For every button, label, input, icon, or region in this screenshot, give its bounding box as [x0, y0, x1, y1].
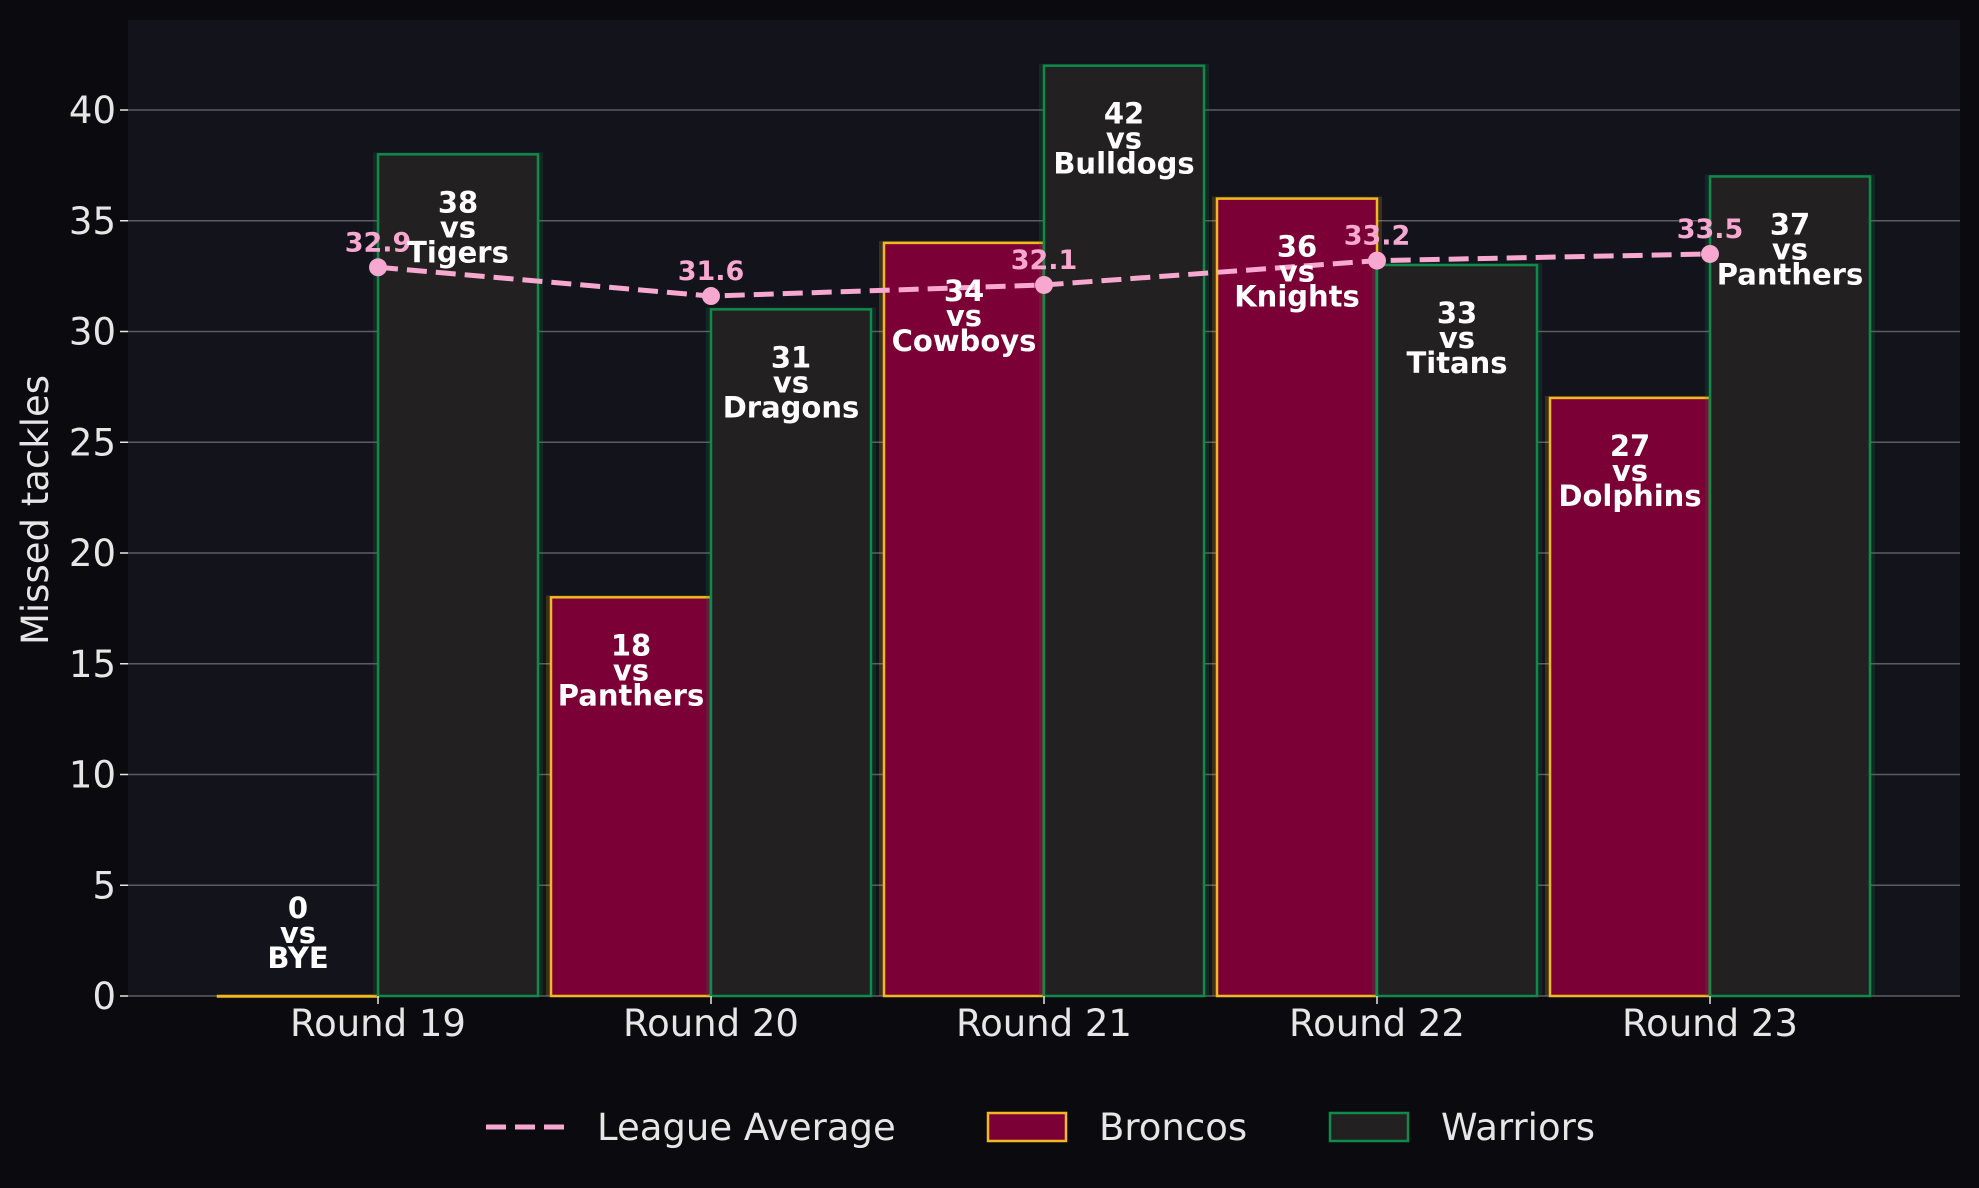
- y-axis-label: Missed tackles: [14, 375, 57, 645]
- legend-label: Broncos: [1099, 1106, 1247, 1149]
- legend: League Average Broncos Warriors: [486, 1106, 1595, 1149]
- y-tick-label: 25: [69, 421, 116, 464]
- x-tick-label: Round 21: [956, 1002, 1132, 1045]
- y-tick-label: 20: [69, 532, 116, 575]
- legend-swatch-broncos: [986, 1111, 1068, 1143]
- bar-label: 34 vs Cowboys: [892, 274, 1037, 358]
- league-average-point: [1701, 244, 1719, 263]
- y-tick-label: 40: [69, 89, 116, 132]
- y-tick-label: 10: [69, 754, 116, 797]
- bar-labels: 0 vs BYE 18 vs Panthers 34 vs Cowboys 36 vs Knights…: [267, 97, 1863, 975]
- x-tick-label: Round 20: [623, 1002, 799, 1045]
- bar-warriors-round-20: [709, 308, 873, 998]
- bar-label: 0 vs BYE: [267, 891, 328, 975]
- bar-label: 42 vs Bulldogs: [1053, 97, 1194, 181]
- league-average-value: 33.2: [1344, 221, 1411, 252]
- bar-broncos-round-23: [1548, 396, 1712, 998]
- bar-warriors-round-21: [1042, 64, 1206, 998]
- league-average-point: [1368, 251, 1386, 270]
- bar-warriors-round-23: [1708, 175, 1872, 998]
- bar-warriors-round-22: [1375, 263, 1539, 998]
- y-tick-label: 35: [69, 200, 116, 243]
- x-tick-label: Round 23: [1622, 1002, 1798, 1045]
- y-axis-ticks: 0 5 10 15 20 25 30 35 40: [69, 89, 128, 1018]
- bar-label: 27 vs Dolphins: [1558, 429, 1701, 513]
- bar-broncos-round-19: [216, 994, 380, 998]
- league-average-value: 32.9: [345, 227, 412, 258]
- y-tick-label: 30: [69, 311, 116, 354]
- bar-warriors-round-19: [376, 153, 540, 998]
- bar-label: 33 vs Titans: [1406, 296, 1507, 380]
- x-tick-label: Round 19: [290, 1002, 466, 1045]
- bar-broncos-round-20: [549, 596, 713, 998]
- y-tick-label: 0: [92, 975, 116, 1018]
- league-average-value: 33.5: [1677, 214, 1744, 245]
- legend-label: Warriors: [1441, 1106, 1595, 1149]
- bars: [216, 63, 1875, 998]
- bar-label: 36 vs Knights: [1234, 230, 1360, 314]
- x-tick-label: Round 22: [1289, 1002, 1465, 1045]
- bar-label: 18 vs Panthers: [558, 628, 704, 712]
- bar-label: 37 vs Panthers: [1717, 207, 1863, 291]
- bar-broncos-round-22: [1215, 197, 1379, 998]
- bar-broncos-round-21: [882, 241, 1046, 998]
- x-axis-ticks: Round 19 Round 20 Round 21 Round 22 Round 23: [290, 996, 1798, 1045]
- league-average-point: [369, 258, 387, 277]
- league-average-point: [1035, 275, 1053, 294]
- legend-label: League Average: [597, 1106, 896, 1149]
- y-tick-label: 15: [69, 643, 116, 686]
- bar-label: 31 vs Dragons: [723, 340, 860, 424]
- league-average-line: 32.9 31.6 32.1 33.2 33.5: [345, 214, 1744, 306]
- legend-swatch-warriors: [1328, 1111, 1410, 1143]
- bar-label: 38 vs Tigers: [407, 185, 509, 269]
- league-average-value: 32.1: [1011, 245, 1078, 276]
- y-tick-label: 5: [92, 864, 116, 907]
- league-average-value: 31.6: [678, 256, 745, 287]
- league-average-point: [702, 287, 720, 306]
